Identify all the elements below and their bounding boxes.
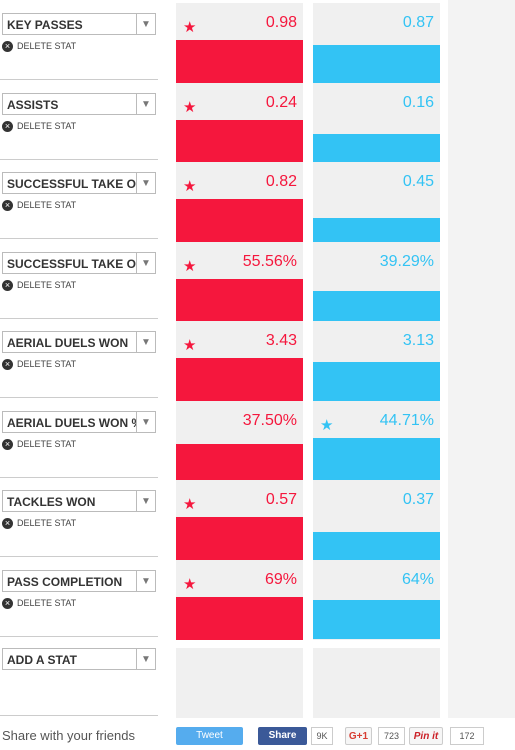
empty-cell (313, 648, 440, 718)
delete-icon[interactable]: × (2, 279, 13, 291)
delete-icon[interactable]: × (2, 597, 13, 609)
value-label: 39.29% (379, 252, 434, 270)
value-bar (313, 437, 440, 481)
stat-select[interactable]: TACKLES WON (2, 490, 136, 512)
value-bar (313, 361, 440, 401)
row-divider (0, 635, 158, 637)
value-label: 0.37 (402, 491, 434, 508)
value-bar (176, 517, 303, 560)
gplus-button[interactable]: G+1 (345, 727, 372, 745)
value-label: 0.16 (402, 93, 434, 111)
delete-stat[interactable]: DELETE STAT (17, 597, 77, 608)
delete-stat[interactable]: DELETE STAT (17, 359, 77, 369)
facebook-count: 9K (311, 727, 333, 745)
value-bar (176, 444, 303, 481)
value-bar (313, 291, 440, 322)
row-divider (0, 397, 158, 398)
value-bar (176, 358, 303, 401)
pin-count: 172 (450, 727, 484, 745)
value-label: 0.57 (265, 491, 297, 508)
row-divider (0, 715, 158, 716)
tweet-button[interactable]: Tweet (176, 727, 243, 745)
delete-icon[interactable]: × (2, 200, 13, 211)
best-star: ★ (183, 19, 197, 36)
select-arrow[interactable]: ▼ (136, 331, 156, 353)
row-divider (0, 476, 158, 478)
value-label: 3.13 (402, 332, 434, 349)
best-star: ★ (183, 337, 197, 354)
empty-cell (176, 648, 303, 718)
delete-stat[interactable]: DELETE STAT (17, 518, 77, 528)
facebook-share[interactable]: Share (258, 727, 307, 745)
value-label: 44.71% (379, 411, 434, 429)
value-bar (176, 199, 303, 242)
delete-icon[interactable]: × (2, 359, 13, 370)
value-label: 0.45 (402, 173, 434, 190)
delete-icon[interactable]: × (2, 518, 13, 529)
gplus-count: 723 (378, 727, 405, 745)
stat-select[interactable]: ASSISTS (2, 92, 136, 115)
row-divider (0, 556, 158, 557)
select-arrow[interactable]: ▼ (136, 569, 156, 592)
delete-stat[interactable]: DELETE STAT (17, 438, 77, 449)
pinit-button[interactable]: Pin it (409, 727, 443, 745)
value-bar (313, 599, 440, 640)
delete-stat[interactable]: DELETE STAT (17, 41, 77, 51)
best-star: ★ (183, 575, 197, 593)
best-star: ★ (320, 416, 334, 434)
value-label: 0.98 (265, 14, 297, 31)
select-arrow[interactable]: ▼ (136, 13, 156, 35)
select-arrow[interactable]: ▼ (136, 172, 156, 194)
stat-select[interactable]: AERIAL DUELS WON % (2, 410, 136, 433)
delete-stat[interactable]: DELETE STAT (17, 200, 77, 210)
best-star: ★ (183, 178, 197, 195)
value-bar (313, 44, 440, 83)
select-arrow[interactable]: ▼ (136, 410, 156, 433)
add-stat-select[interactable]: ADD A STAT (2, 648, 136, 670)
row-divider (0, 317, 158, 319)
value-label: 64% (401, 570, 434, 588)
select-arrow[interactable]: ▼ (136, 648, 156, 670)
value-label: 3.43 (265, 332, 297, 349)
value-label: 55.56% (242, 252, 297, 270)
select-arrow[interactable]: ▼ (136, 251, 156, 274)
best-star: ★ (183, 98, 197, 116)
best-star: ★ (183, 496, 197, 513)
value-bar (313, 218, 440, 242)
stat-select[interactable]: PASS COMPLETION (2, 569, 136, 592)
side-column (448, 0, 515, 718)
delete-icon[interactable]: × (2, 438, 13, 450)
row-divider (0, 158, 158, 160)
delete-icon[interactable]: × (2, 120, 13, 132)
row-divider (0, 238, 158, 239)
row-divider (0, 79, 158, 80)
value-bar (176, 119, 303, 163)
value-label: 69% (264, 570, 297, 588)
value-label: 37.50% (242, 411, 297, 429)
value-bar (313, 532, 440, 560)
best-star: ★ (183, 257, 197, 275)
value-label: 0.87 (402, 14, 434, 31)
stat-select[interactable]: SUCCESSFUL TAKE O (2, 172, 136, 194)
value-bar (313, 133, 440, 163)
select-arrow[interactable]: ▼ (136, 92, 156, 115)
value-bar (176, 40, 303, 83)
value-bar (176, 596, 303, 640)
share-text: Share with your friends (2, 728, 135, 743)
value-label: 0.82 (265, 173, 297, 190)
stat-select[interactable]: SUCCESSFUL TAKE O (2, 251, 136, 274)
stat-select[interactable]: AERIAL DUELS WON (2, 331, 136, 353)
delete-icon[interactable]: × (2, 41, 13, 52)
delete-stat[interactable]: DELETE STAT (17, 120, 77, 131)
stat-select[interactable]: KEY PASSES (2, 13, 136, 35)
value-bar (176, 278, 303, 322)
value-label: 0.24 (265, 93, 297, 111)
delete-stat[interactable]: DELETE STAT (17, 279, 77, 290)
select-arrow[interactable]: ▼ (136, 490, 156, 512)
